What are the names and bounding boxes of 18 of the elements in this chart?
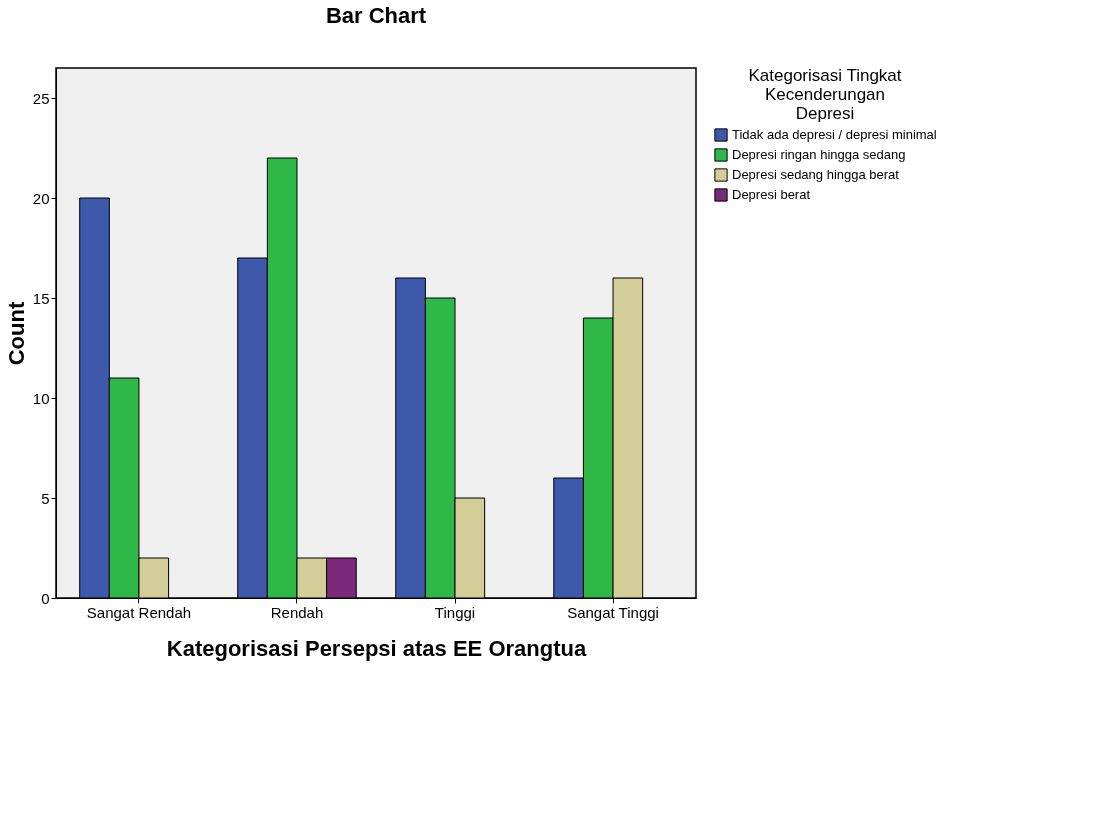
legend-label: Depresi berat — [732, 187, 811, 202]
y-tick-label: 15 — [32, 289, 50, 307]
legend-label: Depresi sedang hingga berat — [732, 167, 900, 182]
legend-title: Kategorisasi Tingkat Kecenderungan Depresi — [748, 66, 902, 123]
x-tick-label: Sangat Tinggi — [567, 603, 659, 621]
x-tick-label: Rendah — [270, 603, 324, 621]
y-tick-label: 20 — [32, 189, 50, 207]
chart-title: Bar Chart — [325, 3, 427, 28]
x-tick-label: Tinggi — [434, 603, 476, 621]
y-tick-label: 5 — [41, 489, 50, 507]
y-tick-label: 25 — [32, 89, 50, 107]
x-axis-title: Kategorisasi Persepsi atas EE Orangtua — [166, 635, 587, 661]
x-tick-label: Sangat Rendah — [86, 603, 192, 621]
legend-label: Tidak ada depresi / depresi minimal — [732, 127, 937, 142]
legend-label: Depresi ringan hingga sedang — [732, 147, 906, 162]
y-tick-label: 10 — [32, 389, 50, 407]
y-tick-label: 0 — [41, 589, 50, 607]
y-axis-title: Count — [3, 301, 29, 366]
